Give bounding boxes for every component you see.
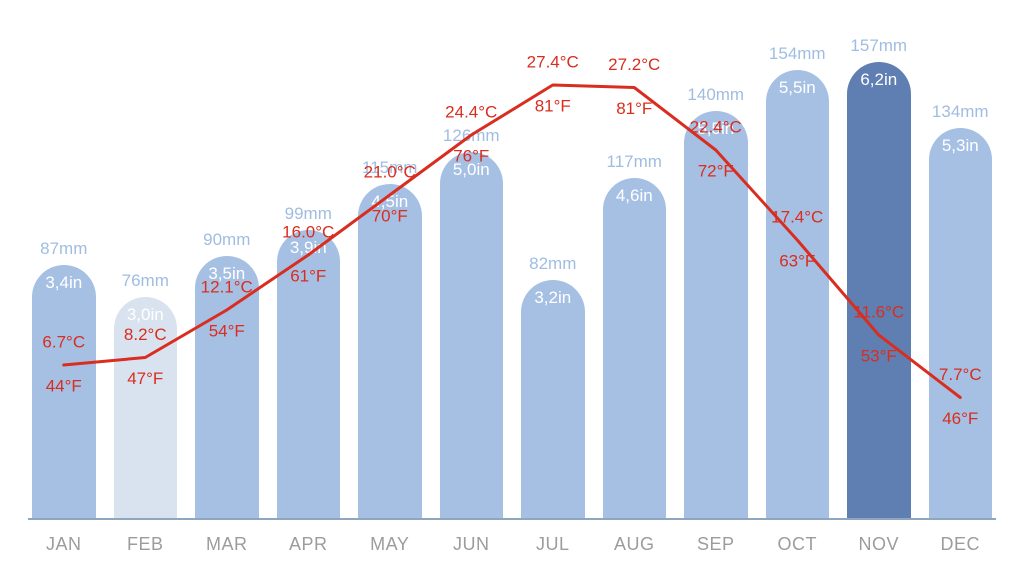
in-label: 3,4in xyxy=(32,273,96,293)
month-label: SEP xyxy=(684,534,748,555)
in-label: 4,5in xyxy=(358,192,422,212)
climate-chart: 87mm 3,4in 76mm 3,0in 90mm 3,5in 99mm 3,9in 115m… xyxy=(0,0,1024,570)
month-label: APR xyxy=(277,534,341,555)
precip-bar: 3,0in xyxy=(114,297,178,518)
bar-column: 76mm 3,0in xyxy=(114,271,178,518)
month-axis: JAN FEB MAR APR MAY JUN JUL AUG SEP OCT NOV DEC xyxy=(28,520,996,555)
precip-bar: 5,5in xyxy=(684,111,748,518)
in-label: 3,0in xyxy=(114,305,178,325)
month-label: OCT xyxy=(766,534,830,555)
bar-column: 115mm 4,5in xyxy=(358,158,422,518)
precip-bar: 3,4in xyxy=(32,265,96,518)
mm-label: 157mm xyxy=(850,36,907,56)
bar-column: 117mm 4,6in xyxy=(603,152,667,518)
mm-label: 82mm xyxy=(529,254,576,274)
month-label: NOV xyxy=(847,534,911,555)
in-label: 4,6in xyxy=(603,186,667,206)
in-label: 3,2in xyxy=(521,288,585,308)
month-label: JUL xyxy=(521,534,585,555)
in-label: 5,3in xyxy=(929,136,993,156)
bar-column: 99mm 3,9in xyxy=(277,204,341,518)
precip-bar: 4,5in xyxy=(358,184,422,518)
in-label: 6,2in xyxy=(847,70,911,90)
bar-column: 154mm 5,5in xyxy=(766,44,830,518)
month-label: MAY xyxy=(358,534,422,555)
bar-column: 82mm 3,2in xyxy=(521,254,585,518)
bar-column: 157mm 6,2in xyxy=(847,36,911,518)
bar-column: 140mm 5,5in xyxy=(684,85,748,518)
month-label: MAR xyxy=(195,534,259,555)
month-label: JUN xyxy=(440,534,504,555)
precip-bar: 4,6in xyxy=(603,178,667,518)
precip-bar: 5,3in xyxy=(929,128,993,518)
bar-column: 126mm 5,0in xyxy=(440,126,504,518)
month-label: DEC xyxy=(929,534,993,555)
bar-column: 87mm 3,4in xyxy=(32,239,96,518)
precip-bar: 3,5in xyxy=(195,256,259,518)
mm-label: 87mm xyxy=(40,239,87,259)
mm-label: 140mm xyxy=(687,85,744,105)
month-label: JAN xyxy=(32,534,96,555)
precip-bar: 3,9in xyxy=(277,230,341,518)
bar-group: 87mm 3,4in 76mm 3,0in 90mm 3,5in 99mm 3,9in 115m… xyxy=(28,20,996,518)
month-label: FEB xyxy=(114,534,178,555)
in-label: 5,0in xyxy=(440,160,504,180)
mm-label: 134mm xyxy=(932,102,989,122)
mm-label: 126mm xyxy=(443,126,500,146)
precip-bar: 3,2in xyxy=(521,280,585,518)
in-label: 5,5in xyxy=(684,119,748,139)
in-label: 3,5in xyxy=(195,264,259,284)
in-label: 5,5in xyxy=(766,78,830,98)
mm-label: 99mm xyxy=(285,204,332,224)
mm-label: 76mm xyxy=(122,271,169,291)
mm-label: 117mm xyxy=(607,152,662,172)
x-axis-baseline xyxy=(28,518,996,520)
mm-label: 154mm xyxy=(769,44,826,64)
precip-bar: 6,2in xyxy=(847,62,911,518)
plot-area: 87mm 3,4in 76mm 3,0in 90mm 3,5in 99mm 3,9in 115m… xyxy=(28,20,996,520)
month-label: AUG xyxy=(603,534,667,555)
bar-column: 90mm 3,5in xyxy=(195,230,259,518)
bar-column: 134mm 5,3in xyxy=(929,102,993,518)
precip-bar: 5,5in xyxy=(766,70,830,518)
mm-label: 90mm xyxy=(203,230,250,250)
in-label: 3,9in xyxy=(277,238,341,258)
precip-bar: 5,0in xyxy=(440,152,504,518)
mm-label: 115mm xyxy=(362,158,417,178)
